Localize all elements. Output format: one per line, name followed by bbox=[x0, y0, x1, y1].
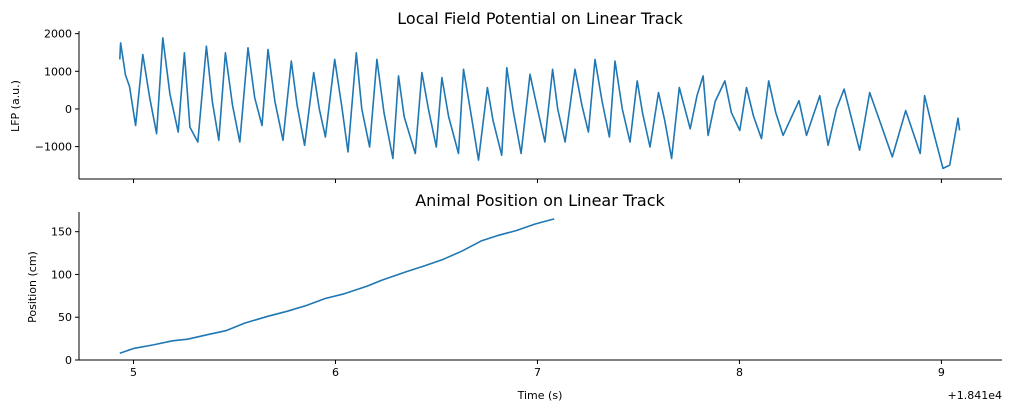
lfp-chart-title: Local Field Potential on Linear Track bbox=[397, 9, 683, 28]
lfp-y-tick-label: 1000 bbox=[44, 65, 72, 78]
position-axes: 5 6 7 8 9 0 50 100 150 bbox=[51, 212, 1002, 379]
x-axis-offset-label: +1.841e4 bbox=[948, 389, 1002, 402]
position-x-tick-label: 6 bbox=[332, 366, 339, 379]
lfp-y-axis-label: LFP (a.u.) bbox=[9, 80, 22, 132]
lfp-y-tick-label: −1000 bbox=[35, 141, 72, 154]
position-x-tick-label: 8 bbox=[736, 366, 743, 379]
position-x-tick-label: 7 bbox=[534, 366, 541, 379]
lfp-series-line bbox=[119, 37, 961, 170]
position-x-tick-label: 5 bbox=[130, 366, 137, 379]
position-y-tick-label: 150 bbox=[51, 226, 72, 239]
position-series-line bbox=[119, 218, 555, 354]
position-chart-title: Animal Position on Linear Track bbox=[415, 191, 665, 210]
x-axis-label: Time (s) bbox=[517, 389, 563, 402]
position-y-tick-label: 50 bbox=[58, 311, 72, 324]
lfp-y-tick-label: 2000 bbox=[44, 28, 72, 41]
lfp-axes: −1000 0 1000 2000 bbox=[35, 28, 1002, 183]
lfp-y-tick-label: 0 bbox=[65, 103, 72, 116]
position-x-tick-label: 9 bbox=[938, 366, 945, 379]
position-y-axis-label: Position (cm) bbox=[26, 251, 39, 323]
position-y-tick-label: 100 bbox=[51, 268, 72, 281]
position-y-tick-label: 0 bbox=[65, 354, 72, 367]
